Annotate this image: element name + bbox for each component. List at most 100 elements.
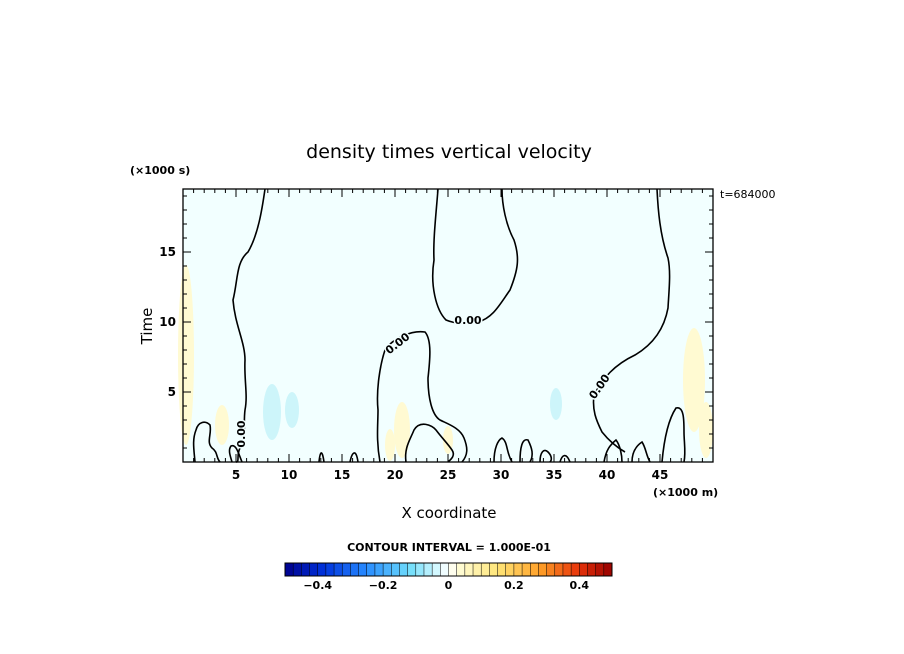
shading-patch (385, 429, 395, 461)
colorbar-frame (284, 562, 613, 577)
y-tick-label: 5 (168, 385, 176, 399)
contour-line (493, 437, 513, 463)
contour-line (318, 452, 325, 463)
colorbar-cell (317, 563, 327, 576)
colorbar-cell (513, 563, 523, 576)
colorbar-tick-label: 0.2 (504, 579, 524, 592)
contour-line (631, 440, 651, 463)
colorbar-cell (374, 563, 384, 576)
field-background (183, 189, 713, 462)
x-tick-label: 20 (387, 468, 404, 482)
contour-line (232, 188, 266, 463)
colorbar-cell (546, 563, 556, 576)
colorbar-cell (350, 563, 359, 576)
colorbar-cell (334, 563, 343, 576)
contour-line (592, 188, 671, 453)
x-tick-label: 30 (493, 468, 510, 482)
colorbar-cell (432, 563, 441, 576)
colorbar-cell (489, 563, 498, 576)
colorbar-cell (325, 563, 335, 576)
x-unit-label: (×1000 m) (653, 486, 718, 499)
colorbar-cell (481, 563, 490, 576)
contour-line (603, 438, 623, 463)
contour-label: 0.00 (235, 420, 248, 447)
shading-patches (178, 265, 713, 461)
colorbar-cell (423, 563, 433, 576)
axis-ticks (183, 189, 713, 462)
y-tick-label: 10 (159, 315, 176, 329)
contour-line (559, 454, 571, 463)
colorbar-cell (366, 563, 376, 576)
colorbar-cell (456, 563, 466, 576)
y-axis-label: Time (138, 308, 156, 346)
shading-patch (394, 402, 410, 458)
contour-label: 0.00 (454, 314, 481, 327)
colorbar-cell (497, 563, 507, 576)
colorbar-cell (505, 563, 515, 576)
shading-patch (178, 265, 194, 445)
shading-patch (683, 328, 705, 432)
colorbar-cell (342, 563, 351, 576)
contour-line (349, 452, 359, 463)
shading-patch (215, 405, 229, 445)
colorbar-cell (464, 563, 474, 576)
contour-line (376, 330, 468, 463)
y-unit-label: (×1000 s) (130, 164, 190, 177)
contour-line (661, 407, 686, 463)
colorbar-cell (571, 563, 580, 576)
x-tick-label: 25 (440, 468, 457, 482)
x-tick-label: 40 (599, 468, 616, 482)
colorbar-cell (554, 563, 564, 576)
contour-line (404, 423, 455, 463)
shading-patch (550, 388, 562, 420)
colorbar-tick-label: −0.2 (369, 579, 398, 592)
x-tick-label: 5 (232, 468, 240, 482)
y-tick-label: 15 (159, 245, 176, 259)
zero-contours (192, 188, 686, 463)
x-tick-label: 45 (652, 468, 669, 482)
colorbar-cell (358, 563, 368, 576)
x-tick-label: 35 (546, 468, 563, 482)
colorbar-cell (587, 563, 596, 576)
contour-line (192, 421, 221, 463)
x-axis-label: X coordinate (401, 504, 496, 522)
contour-line (431, 188, 519, 325)
colorbar-tick-label: 0 (445, 579, 453, 592)
colorbar-labels: −0.4 −0.2 0 0.2 0.4 (303, 579, 589, 592)
colorbar-cell (440, 563, 449, 576)
tick-labels: 5 10 15 20 25 30 35 40 45 5 10 15 (159, 245, 668, 482)
x-tick-label: 15 (334, 468, 351, 482)
contour-line (519, 439, 533, 463)
colorbar-cell (383, 563, 392, 576)
chart-title: density times vertical velocity (306, 141, 592, 163)
shading-patch (285, 392, 299, 428)
colorbar-cell (530, 563, 539, 576)
colorbar-cell (603, 563, 613, 576)
colorbar-cell (415, 563, 425, 576)
colorbar-cell (407, 563, 417, 576)
colorbar-cell (309, 563, 318, 576)
colorbar-cell (391, 563, 400, 576)
colorbar-tick-label: 0.4 (570, 579, 590, 592)
colorbar-tick-label: −0.4 (303, 579, 332, 592)
colorbar-cell (301, 563, 310, 576)
colorbar-cell (595, 563, 605, 576)
contour-interval-text: CONTOUR INTERVAL = 1.000E-01 (347, 541, 551, 554)
colorbar-cell (538, 563, 547, 576)
colorbar-cell (562, 563, 572, 576)
contour-line (228, 444, 243, 463)
colorbar-cell (285, 563, 294, 576)
colorbar-cell (293, 563, 302, 576)
shading-patch (699, 402, 713, 458)
shading-patch (263, 384, 281, 440)
colorbar-cell (522, 563, 531, 576)
colorbar-cell (399, 563, 408, 576)
x-tick-label: 10 (281, 468, 298, 482)
colorbar-cell (579, 563, 588, 576)
time-stamp: t=684000 (720, 188, 776, 201)
colorbar-cell (448, 563, 457, 576)
colorbar-cell (473, 563, 482, 576)
colorbar (284, 562, 613, 577)
